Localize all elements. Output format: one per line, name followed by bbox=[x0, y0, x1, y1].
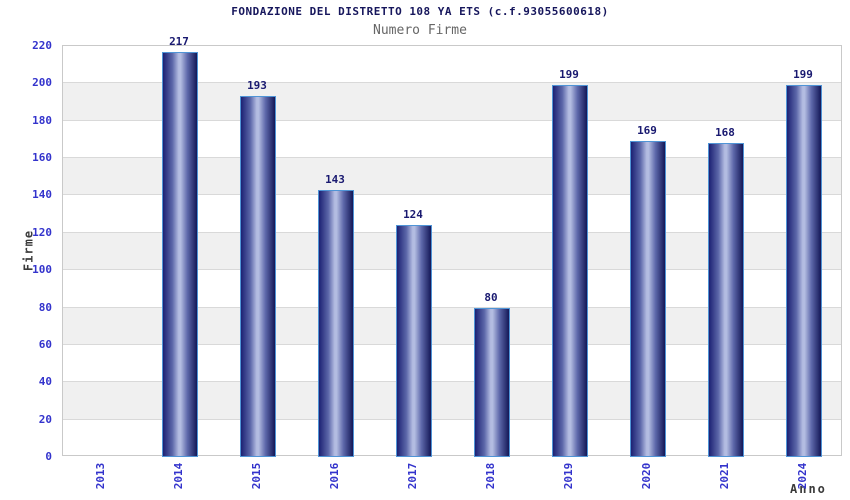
y-tick-label: 40 bbox=[38, 375, 52, 389]
gridline bbox=[63, 307, 841, 308]
bar-value-label: 193 bbox=[247, 79, 267, 93]
x-tick-label: 2017 bbox=[406, 462, 419, 490]
y-tick-label: 20 bbox=[38, 412, 52, 426]
bar bbox=[240, 96, 276, 457]
bar-value-label: 168 bbox=[715, 126, 735, 140]
bar-value-label: 143 bbox=[325, 172, 345, 186]
gridline bbox=[63, 344, 841, 345]
gridline bbox=[63, 157, 841, 158]
gridline bbox=[63, 120, 841, 121]
chart-subtitle: Numero Firme bbox=[373, 23, 467, 38]
bar bbox=[786, 85, 822, 457]
y-tick-label: 160 bbox=[32, 151, 52, 165]
bar bbox=[708, 143, 744, 457]
x-tick-label: 2016 bbox=[328, 462, 341, 490]
gridline bbox=[63, 381, 841, 382]
bar bbox=[396, 225, 432, 457]
x-tick-label: 2024 bbox=[796, 462, 809, 490]
x-tick-label: 2021 bbox=[718, 462, 731, 490]
bar bbox=[630, 141, 666, 457]
x-tick-label: 2015 bbox=[250, 462, 263, 490]
y-tick-label: 200 bbox=[32, 76, 52, 90]
chart-title: FONDAZIONE DEL DISTRETTO 108 YA ETS (c.f… bbox=[231, 5, 609, 18]
y-tick-label: 120 bbox=[32, 225, 52, 239]
gridline bbox=[63, 82, 841, 83]
bar bbox=[318, 189, 354, 457]
x-tick-label: 2018 bbox=[484, 462, 497, 490]
bar-value-label: 199 bbox=[793, 68, 813, 82]
y-tick-label: 0 bbox=[45, 450, 52, 463]
gridline bbox=[63, 194, 841, 195]
bar-value-label: 80 bbox=[484, 290, 498, 304]
y-tick-label: 60 bbox=[38, 337, 52, 351]
bar bbox=[162, 51, 198, 457]
gridline bbox=[63, 269, 841, 270]
y-tick-label: 220 bbox=[32, 39, 52, 52]
bar-value-label: 217 bbox=[169, 34, 189, 48]
y-tick-label: 80 bbox=[38, 300, 52, 314]
gridline bbox=[63, 419, 841, 420]
bar-value-label: 169 bbox=[637, 124, 657, 138]
y-tick-label: 180 bbox=[32, 113, 52, 127]
x-tick-label: 2020 bbox=[640, 462, 653, 490]
y-tick-label: 100 bbox=[32, 263, 52, 277]
x-tick-label: 2013 bbox=[94, 462, 107, 490]
y-tick-label: 140 bbox=[32, 188, 52, 202]
plot-area bbox=[62, 45, 842, 457]
x-tick-label: 2014 bbox=[172, 462, 185, 490]
bar bbox=[474, 307, 510, 457]
bar-value-label: 199 bbox=[559, 68, 579, 82]
bar-value-label: 124 bbox=[403, 208, 423, 222]
gridline bbox=[63, 232, 841, 233]
x-tick-label: 2019 bbox=[562, 462, 575, 490]
x-axis-title: Anno bbox=[790, 482, 827, 496]
bar bbox=[552, 85, 588, 457]
